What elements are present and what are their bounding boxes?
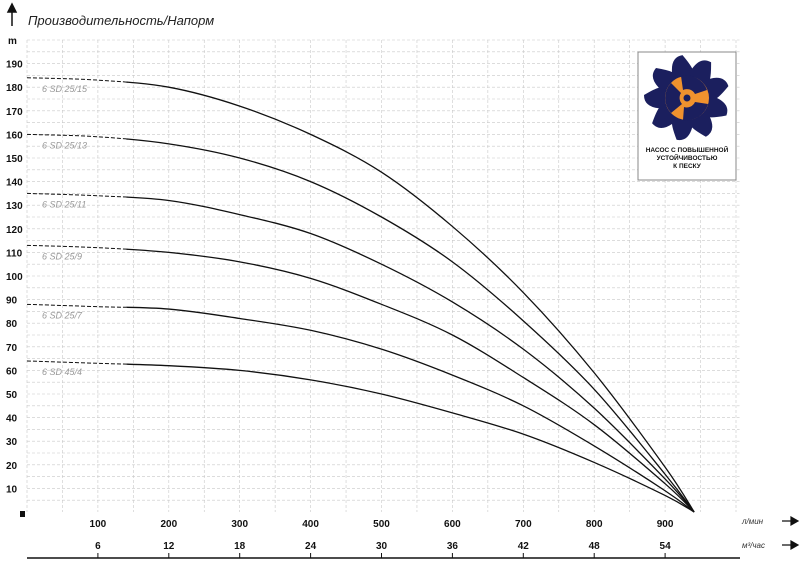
x2-tick-label: 36 bbox=[447, 541, 459, 552]
x2-axis-arrow-icon bbox=[782, 539, 800, 551]
x-tick-label: 900 bbox=[657, 519, 674, 530]
grid bbox=[26, 39, 740, 512]
curves bbox=[26, 77, 695, 513]
badge-line-2: УСТОЙЧИВОСТЬЮ bbox=[657, 153, 718, 162]
axes: Производительность/Напорм m л/мин м³/час… bbox=[6, 2, 800, 559]
x-tick-label: 100 bbox=[90, 519, 107, 530]
y-tick-label: 40 bbox=[6, 414, 18, 425]
x-tick-label: 600 bbox=[444, 519, 461, 530]
curve-line bbox=[126, 248, 695, 513]
badge-line-3: К ПЕСКУ bbox=[673, 163, 702, 170]
curve-line bbox=[126, 306, 695, 513]
curve-line bbox=[126, 363, 695, 513]
y-tick-label: 100 bbox=[6, 272, 23, 283]
y-tick-label: 130 bbox=[6, 201, 23, 212]
chart-title: Производительность/Напорм bbox=[28, 13, 214, 28]
y-tick-label: 160 bbox=[6, 130, 23, 141]
y-axis-unit: m bbox=[8, 36, 17, 47]
y-tick-label: 10 bbox=[6, 484, 18, 495]
y-tick-label: 90 bbox=[6, 296, 18, 307]
badge-line-1: НАСОС С ПОВЫШЕННОЙ bbox=[646, 145, 729, 154]
curve-line bbox=[126, 196, 695, 513]
y-tick-label: 80 bbox=[6, 319, 18, 330]
y-tick-label: 120 bbox=[6, 225, 23, 236]
impeller-logo-icon bbox=[643, 55, 729, 141]
title-arrow-icon bbox=[6, 2, 18, 26]
y-tick-label: 60 bbox=[6, 366, 18, 377]
y-tick-label: 150 bbox=[6, 154, 23, 165]
y-tick-label: 50 bbox=[6, 390, 18, 401]
x2-tick-label: 48 bbox=[589, 541, 601, 552]
x-tick-label: 300 bbox=[231, 519, 248, 530]
curve-label: 6 SD 25/7 bbox=[42, 310, 83, 320]
x2-tick-label: 12 bbox=[163, 541, 175, 552]
x-tick-label: 400 bbox=[302, 519, 319, 530]
x-tick-label: 500 bbox=[373, 519, 390, 530]
curve-label: 6 SD 25/15 bbox=[42, 84, 88, 94]
sand-resistant-badge: НАСОС С ПОВЫШЕННОЙ УСТОЙЧИВОСТЬЮ К ПЕСКУ bbox=[637, 51, 737, 181]
curve-label: 6 SD 25/13 bbox=[42, 140, 87, 150]
x2-axis-unit: м³/час bbox=[742, 541, 765, 550]
x2-tick-label: 18 bbox=[234, 541, 246, 552]
y-tick-label: 70 bbox=[6, 343, 18, 354]
x2-tick-label: 6 bbox=[95, 541, 101, 552]
x-tick-label: 200 bbox=[160, 519, 177, 530]
y-tick-label: 190 bbox=[6, 60, 23, 71]
y-tick-label: 20 bbox=[6, 461, 18, 472]
x2-tick-label: 54 bbox=[660, 541, 672, 552]
y-tick-label: 110 bbox=[6, 248, 23, 259]
x-tick-label: 700 bbox=[515, 519, 532, 530]
x2-tick-label: 24 bbox=[305, 541, 317, 552]
curve-label: 6 SD 25/9 bbox=[42, 251, 82, 261]
x-tick-label: 800 bbox=[586, 519, 603, 530]
curve-line bbox=[126, 81, 695, 513]
x-axis-unit: л/мин bbox=[741, 517, 764, 526]
y-tick-label: 30 bbox=[6, 437, 18, 448]
curve-line bbox=[126, 138, 695, 513]
y-tick-label: 180 bbox=[6, 83, 23, 94]
y-tick-label: 170 bbox=[6, 107, 23, 118]
curve-labels: 6 SD 25/15 6 SD 25/13 6 SD 25/11 6 SD 25/9 6… bbox=[42, 84, 88, 377]
x2-tick-label: 42 bbox=[518, 541, 530, 552]
y-tick-label: 140 bbox=[6, 178, 23, 189]
curve-label: 6 SD 45/4 bbox=[42, 367, 82, 377]
x2-tick-label: 30 bbox=[376, 541, 388, 552]
origin-marker bbox=[20, 511, 25, 517]
curve-label: 6 SD 25/11 bbox=[42, 199, 86, 209]
x-axis-arrow-icon bbox=[782, 515, 800, 527]
